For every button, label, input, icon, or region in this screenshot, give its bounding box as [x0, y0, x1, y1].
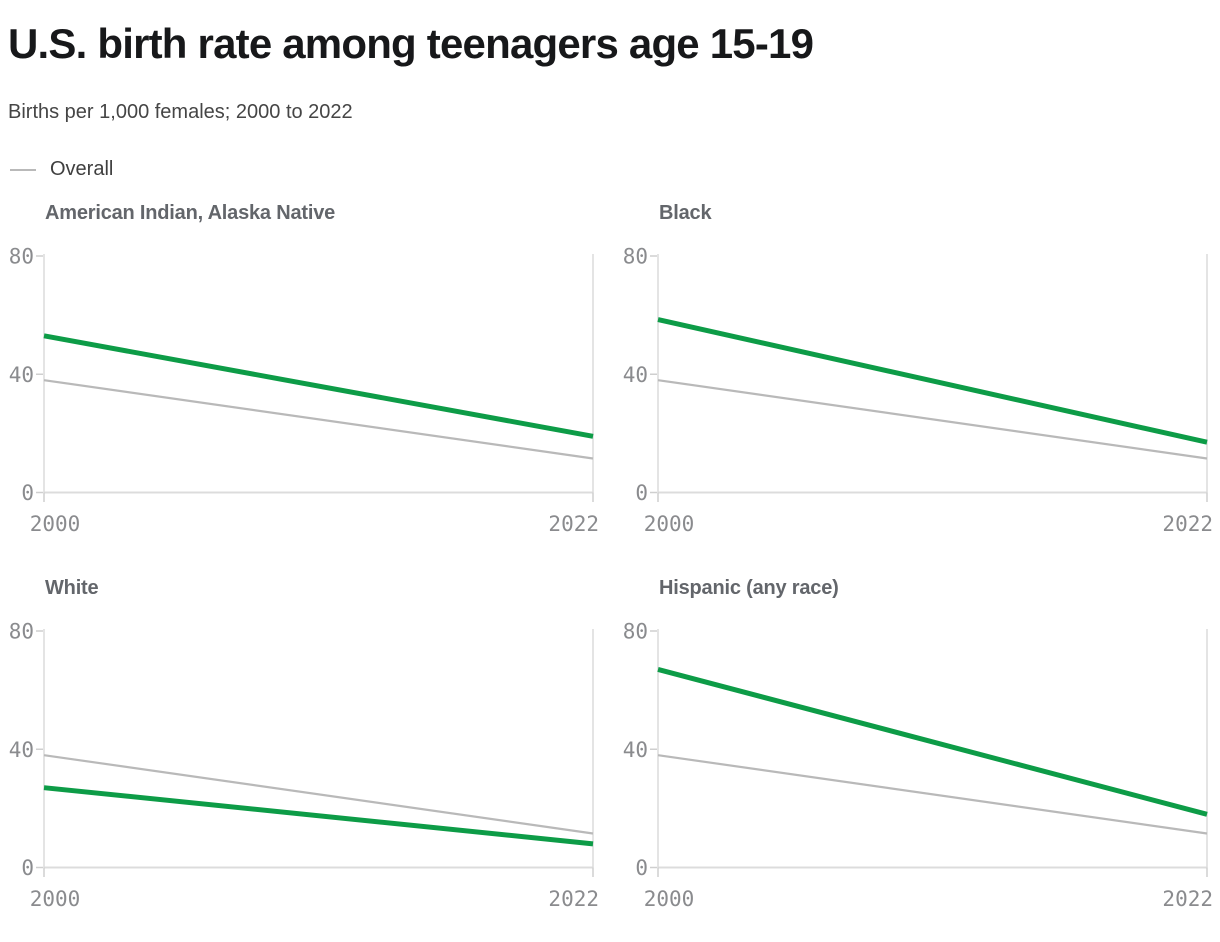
series-line	[43, 333, 594, 440]
y-tick-label: 0	[635, 481, 648, 505]
y-tick-label: 80	[9, 620, 34, 644]
line-chart: 0 40 80 2000 2022	[9, 620, 599, 912]
small-multiples-grid: American Indian, Alaska Native 0 40 80 2000…	[8, 201, 1220, 913]
x-tick-label: 2000	[644, 887, 695, 911]
overall-legend-label: Overall	[50, 158, 114, 181]
chart-panel: White 0 40 80 2000 2022	[8, 576, 606, 913]
overall-line	[43, 379, 594, 460]
x-tick-label: 2022	[548, 512, 599, 536]
y-tick-label: 40	[623, 738, 648, 762]
y-tick-label: 80	[623, 620, 648, 644]
legend: Overall	[10, 158, 1220, 181]
y-tick-label: 40	[9, 738, 34, 762]
x-tick-label: 2022	[548, 887, 599, 911]
chart-panel: Black 0 40 80 2000 2022	[622, 201, 1220, 538]
series-line	[657, 667, 1208, 818]
series-line	[657, 317, 1208, 445]
panel-title: Hispanic (any race)	[659, 577, 839, 600]
panel-title: White	[45, 577, 99, 600]
y-tick-label: 0	[21, 856, 34, 880]
y-tick-label: 40	[623, 363, 648, 387]
overall-line	[657, 754, 1208, 835]
x-tick-label: 2000	[644, 512, 695, 536]
y-tick-label: 0	[21, 481, 34, 505]
chart-subtitle: Births per 1,000 females; 2000 to 2022	[8, 101, 353, 124]
chart-panel: Hispanic (any race) 0 40 80 2000 2022	[622, 576, 1220, 913]
x-tick-label: 2000	[30, 887, 81, 911]
y-tick-label: 80	[9, 245, 34, 269]
y-tick-label: 80	[623, 245, 648, 269]
line-chart: 0 40 80 2000 2022	[9, 245, 599, 537]
line-chart: 0 40 80 2000 2022	[623, 245, 1213, 537]
overall-line	[657, 379, 1208, 460]
x-tick-label: 2000	[30, 512, 81, 536]
x-tick-label: 2022	[1162, 887, 1213, 911]
series-line	[43, 785, 594, 847]
chart-panel: American Indian, Alaska Native 0 40 80 2000…	[8, 201, 606, 538]
page-title: U.S. birth rate among teenagers age 15-1…	[8, 20, 814, 67]
x-tick-label: 2022	[1162, 512, 1213, 536]
overall-line	[43, 754, 594, 835]
y-tick-label: 40	[9, 363, 34, 387]
y-tick-label: 0	[635, 856, 648, 880]
panel-title: American Indian, Alaska Native	[45, 202, 336, 225]
overall-legend-dash-icon	[10, 168, 36, 171]
panel-title: Black	[659, 202, 712, 225]
line-chart: 0 40 80 2000 2022	[623, 620, 1213, 912]
